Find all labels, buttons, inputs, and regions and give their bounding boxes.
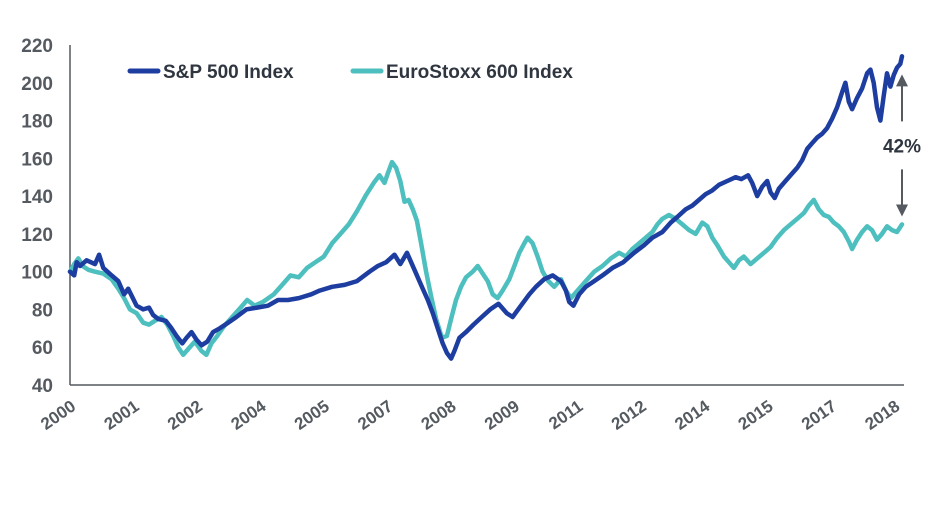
annotation-label: 42% bbox=[883, 136, 921, 157]
y-tick-label: 120 bbox=[21, 225, 53, 246]
annotation-arrowhead-up bbox=[896, 74, 908, 87]
x-tick-label: 2008 bbox=[418, 397, 460, 434]
y-tick-label: 200 bbox=[21, 74, 53, 95]
x-tick-label: 2017 bbox=[798, 397, 840, 434]
series-line-sp500 bbox=[67, 54, 905, 361]
annotation-arrowhead-down bbox=[896, 204, 908, 217]
y-axis-labels: 40 60 80 100 120 140 160 180 200 220 bbox=[21, 36, 53, 397]
y-tick-label: 160 bbox=[21, 149, 53, 170]
x-tick-label: 2004 bbox=[227, 396, 269, 434]
y-tick-label: 100 bbox=[21, 263, 53, 284]
x-tick-label: 2018 bbox=[861, 397, 903, 434]
x-tick-label: 2002 bbox=[164, 397, 206, 434]
y-tick-label: 40 bbox=[32, 376, 53, 397]
legend: S&P 500 Index EuroStoxx 600 Index bbox=[127, 62, 573, 83]
y-tick-label: 220 bbox=[21, 36, 53, 57]
y-tick-label: 60 bbox=[32, 338, 53, 359]
x-tick-label: 2011 bbox=[545, 397, 586, 434]
series-lines bbox=[67, 54, 905, 361]
x-tick-label: 2005 bbox=[291, 397, 333, 434]
x-tick-label: 2001 bbox=[101, 397, 143, 434]
legend-label-sp500: S&P 500 Index bbox=[163, 62, 294, 83]
legend-label-eurostoxx: EuroStoxx 600 Index bbox=[386, 62, 573, 83]
legend-item-eurostoxx: EuroStoxx 600 Index bbox=[350, 62, 573, 83]
x-tick-label: 2009 bbox=[481, 397, 523, 434]
x-tick-label: 2012 bbox=[608, 397, 650, 434]
x-axis-labels: 2000 2001 2002 2004 2005 2007 2008 2009 2011 2012… bbox=[37, 396, 903, 434]
x-tick-label: 2007 bbox=[354, 397, 396, 434]
legend-item-sp500: S&P 500 Index bbox=[127, 62, 294, 83]
y-tick-label: 180 bbox=[21, 112, 53, 133]
x-tick-label: 2015 bbox=[735, 397, 777, 434]
y-tick-label: 140 bbox=[21, 187, 53, 208]
x-tick-label: 2000 bbox=[37, 397, 79, 434]
y-tick-label: 80 bbox=[32, 300, 53, 321]
series-line-eurostoxx bbox=[67, 159, 905, 358]
x-tick-label: 2014 bbox=[671, 396, 713, 434]
gap-annotation: 42% bbox=[883, 74, 921, 217]
